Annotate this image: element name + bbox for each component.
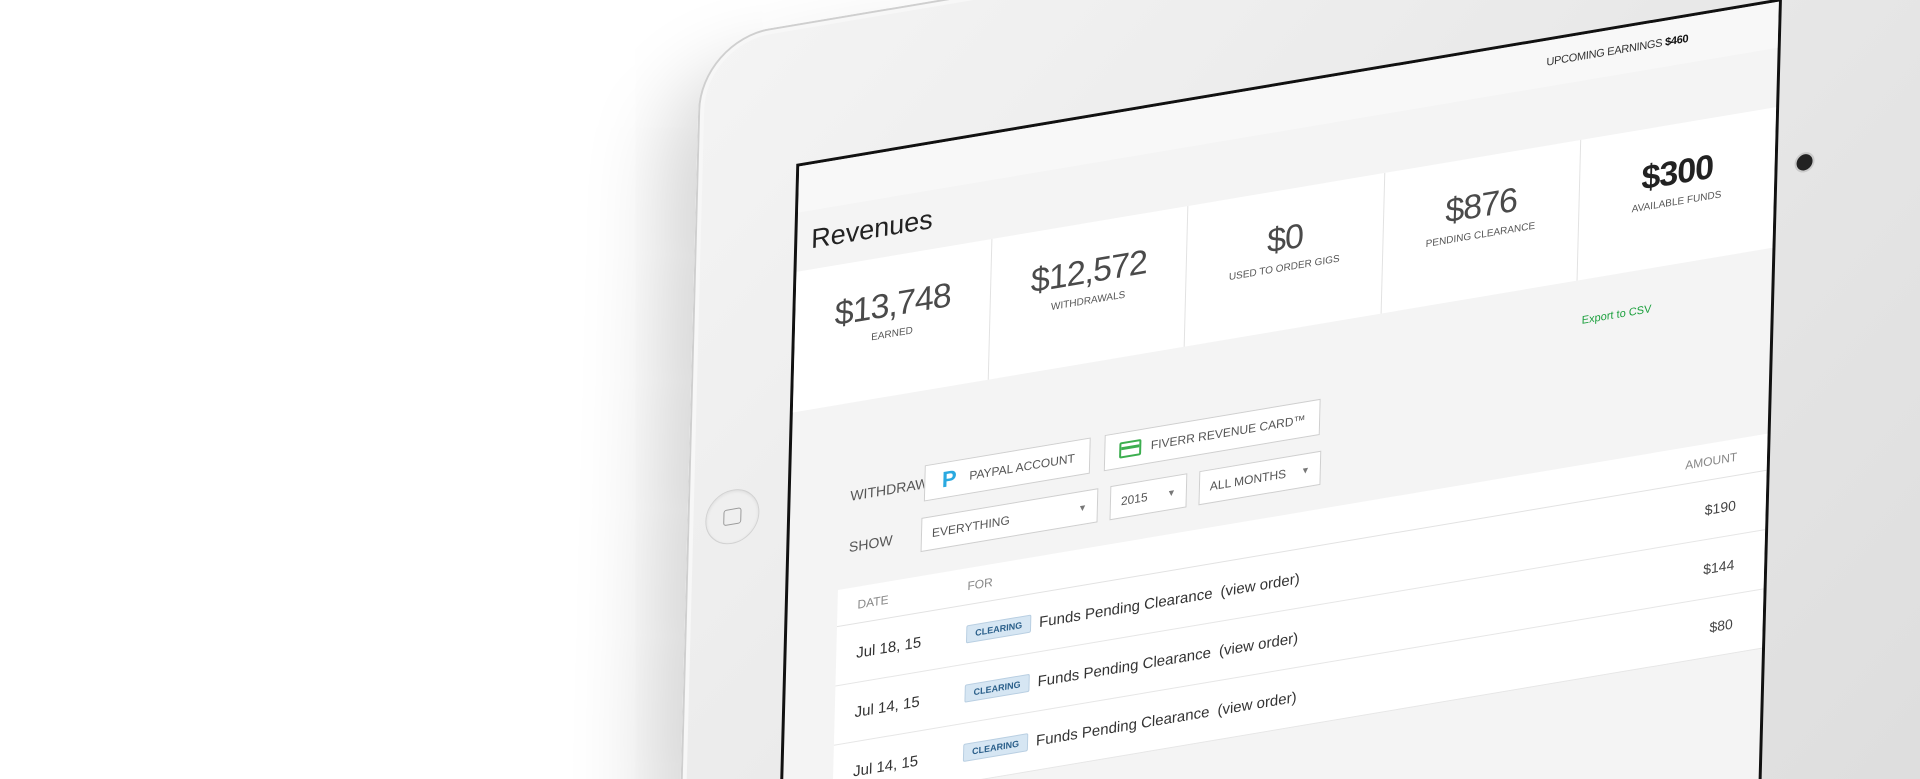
status-badge: CLEARING [962,733,1029,763]
year-select[interactable]: 2015 ▼ [1109,473,1188,521]
export-csv-link[interactable]: Export to CSV [1581,303,1652,327]
camera-icon [1796,152,1813,172]
status-badge: CLEARING [965,614,1032,644]
stat-pending-clearance: $876 PENDING CLEARANCE [1381,139,1582,314]
row-date: Jul 14, 15 [852,752,919,779]
stat-earned: $13,748 EARNED [792,238,993,413]
status-badge: CLEARING [964,673,1030,703]
view-order-link[interactable]: (view order) [1220,569,1300,601]
stat-used-to-order-gigs: $0 USED TO ORDER GIGS [1185,172,1385,347]
row-date: Jul 14, 15 [854,692,920,721]
row-amount: $144 [1703,556,1735,578]
tablet-screen: UPCOMING EARNINGS $460 Revenues $13,748 … [772,0,1782,779]
months-select[interactable]: ALL MONTHS ▼ [1198,450,1322,506]
chevron-down-icon: ▼ [1300,464,1310,477]
months-select-value: ALL MONTHS [1209,466,1287,494]
view-order-link[interactable]: (view order) [1218,629,1299,660]
credit-card-icon [1118,438,1142,459]
row-amount: $190 [1704,496,1737,519]
upcoming-earnings-value: $460 [1664,32,1689,49]
page-title: Revenues [810,203,934,255]
show-label: SHOW [848,531,893,556]
revenue-card-label: FIVERR REVENUE CARD™ [1150,412,1306,453]
tablet-device: UPCOMING EARNINGS $460 Revenues $13,748 … [674,0,1920,779]
paypal-account-button[interactable]: P PAYPAL ACCOUNT [923,437,1091,502]
withdraw-label: WITHDRAW [850,474,929,504]
view-order-link[interactable]: (view order) [1217,688,1297,719]
row-amount: $80 [1709,615,1734,636]
home-button[interactable] [704,485,761,549]
stat-available-funds: $300 AVAILABLE FUNDS [1577,107,1776,280]
upcoming-earnings-label: UPCOMING EARNINGS [1546,37,1663,69]
type-select-value: EVERYTHING [931,513,1010,541]
row-date: Jul 18, 15 [855,633,922,662]
stat-withdrawals: $12,572 WITHDRAWALS [988,205,1189,380]
upcoming-earnings: UPCOMING EARNINGS $460 [1546,33,1688,69]
row-description: Funds Pending Clearance [1035,703,1210,750]
paypal-account-label: PAYPAL ACCOUNT [969,451,1076,483]
row-description: Funds Pending Clearance [1038,584,1213,631]
chevron-down-icon: ▼ [1166,487,1177,499]
year-select-value: 2015 [1120,489,1148,509]
chevron-down-icon: ▼ [1077,502,1088,514]
paypal-icon: P [941,464,958,493]
type-select[interactable]: EVERYTHING ▼ [920,488,1099,553]
row-description: Funds Pending Clearance [1037,643,1212,690]
